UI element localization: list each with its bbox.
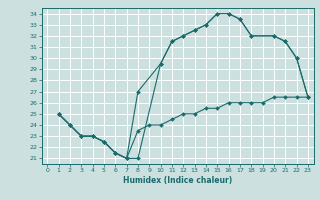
X-axis label: Humidex (Indice chaleur): Humidex (Indice chaleur) xyxy=(123,176,232,185)
